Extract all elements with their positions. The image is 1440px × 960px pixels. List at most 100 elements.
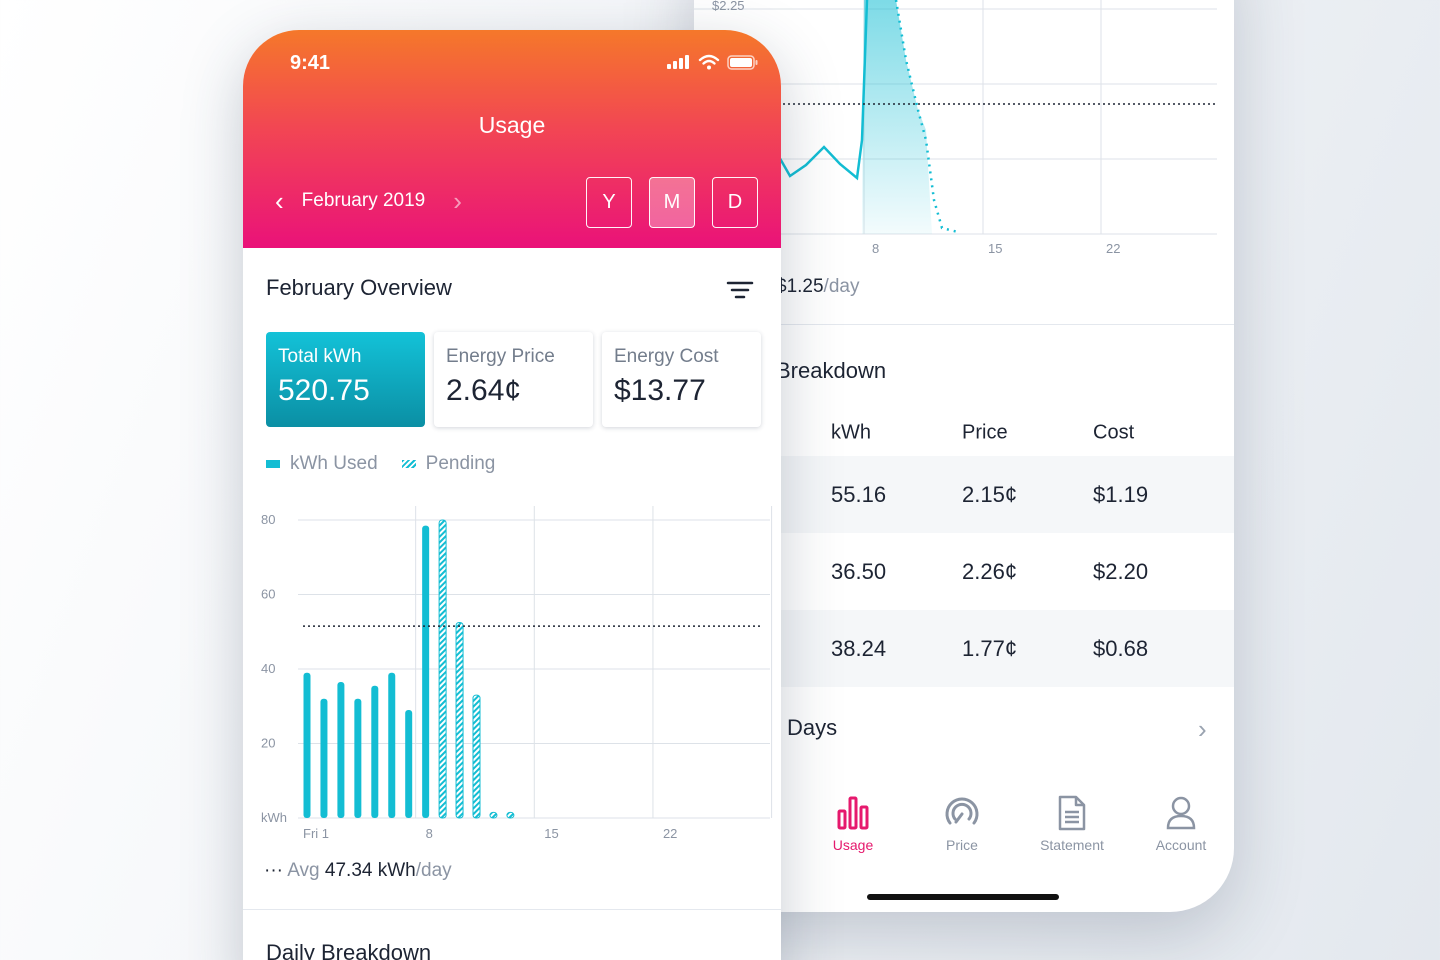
user-icon	[1166, 796, 1196, 830]
cell-kwh: 38.24	[831, 635, 887, 661]
table-row[interactable]: 36.50 2.26¢ $2.20	[694, 533, 1234, 610]
period-button-day[interactable]: D	[712, 177, 758, 228]
nav-statement[interactable]: Statement	[1022, 795, 1122, 853]
all-days-link[interactable]: l Days	[776, 715, 838, 740]
header: 9:41 Usage ‹ Fe	[243, 30, 781, 248]
x-tick-label: Fri 1	[303, 826, 329, 841]
status-time: 9:41	[290, 52, 331, 74]
average-prefix: Avg	[287, 860, 320, 881]
x-tick-label: 22	[1106, 241, 1121, 256]
overview-title: February Overview	[266, 275, 452, 300]
column-header-price: Price	[962, 421, 1008, 444]
nav-label: Statement	[1040, 837, 1104, 853]
bar-pending	[438, 519, 447, 819]
signal-icon	[667, 55, 689, 69]
cell-kwh: 55.16	[831, 481, 887, 507]
stat-value: 2.64¢	[446, 374, 522, 407]
page-title: Usage	[478, 112, 546, 138]
status-bar-icons	[667, 54, 759, 70]
x-tick-label: 15	[544, 826, 558, 841]
gauge-icon	[945, 797, 979, 825]
bar-kwh-used	[388, 672, 396, 818]
usage-average: ··· Avg 47.34 kWh/day	[264, 860, 452, 882]
average-marker-icon: ···	[264, 860, 288, 881]
price-average-value: $1.25	[776, 276, 824, 297]
chevron-right-icon[interactable]: ›	[1198, 714, 1207, 744]
nav-price[interactable]: Price	[912, 795, 1012, 853]
bar-kwh-used	[405, 709, 413, 818]
legend-label-pending: Pending	[425, 453, 496, 474]
x-tick-label: 22	[663, 826, 677, 841]
price-average: $1.25/day	[776, 276, 859, 298]
month-label: February 2019	[301, 190, 426, 211]
price-average-unit: /day	[823, 276, 860, 297]
bar-pending	[489, 811, 498, 819]
table-row[interactable]: 55.16 2.15¢ $1.19	[694, 456, 1234, 533]
battery-icon	[727, 54, 758, 70]
filter-icon[interactable]	[726, 280, 754, 302]
x-tick-label: 15	[988, 241, 1003, 256]
price-area-fill	[862, 0, 932, 234]
table-row[interactable]: 38.24 1.77¢ $0.68	[694, 610, 1234, 687]
chevron-left-icon[interactable]: ‹	[275, 186, 284, 216]
bar-pending	[455, 621, 464, 819]
bar-chart-icon	[837, 796, 869, 830]
period-button-month[interactable]: M	[649, 177, 695, 228]
price-chart: $2.25 8 15 22	[694, 0, 1234, 260]
wifi-icon	[698, 54, 720, 70]
stat-card-energy-cost[interactable]: Energy Cost $13.77	[602, 332, 761, 427]
back-phone-screen: $2.25 8 15 22 $1.25/day Breakdown kWh Pr…	[694, 0, 1234, 912]
divider	[694, 324, 1234, 325]
y-tick-label: kWh	[261, 810, 287, 825]
price-tick-label: $2.25	[712, 0, 745, 13]
usage-chart-svg: 80 60 40 20 kWh Fri 1 8 15 22	[261, 506, 773, 841]
cell-price: 1.77¢	[962, 635, 1018, 661]
chevron-right-icon[interactable]: ›	[453, 186, 462, 216]
stat-card-total-kwh[interactable]: Total kWh 520.75	[266, 332, 425, 427]
usage-chart: 80 60 40 20 kWh Fri 1 8 15 22	[243, 500, 781, 850]
breakdown-title: Breakdown	[776, 358, 887, 383]
home-indicator	[867, 894, 1059, 900]
stat-value: $13.77	[614, 374, 706, 407]
chart-legend: kWh Used Pending	[266, 453, 495, 475]
stat-label: Energy Cost	[614, 346, 719, 367]
bar-kwh-used	[303, 672, 311, 818]
bar-pending	[472, 694, 481, 819]
nav-label: Usage	[832, 837, 874, 853]
cell-price: 2.26¢	[962, 558, 1018, 584]
column-header-cost: Cost	[1093, 421, 1135, 444]
cell-cost: $0.68	[1093, 635, 1149, 661]
period-button-year[interactable]: Y	[586, 177, 632, 228]
average-unit: /day	[415, 860, 452, 881]
y-tick-label: 60	[261, 587, 275, 602]
column-header-kwh: kWh	[831, 421, 871, 444]
y-tick-label: 20	[261, 736, 275, 751]
nav-usage[interactable]: Usage	[803, 795, 903, 853]
bar-kwh-used	[354, 698, 362, 818]
bar-kwh-used	[422, 525, 430, 818]
price-pending-line	[894, 0, 959, 234]
nav-account[interactable]: Account	[1131, 795, 1231, 853]
document-icon	[1058, 795, 1086, 831]
price-line	[776, 0, 869, 181]
price-chart-svg	[694, 0, 1217, 235]
stat-card-energy-price[interactable]: Energy Price 2.64¢	[434, 332, 593, 427]
y-tick-label: 80	[261, 512, 275, 527]
stat-label: Energy Price	[446, 346, 555, 367]
nav-label: Price	[946, 837, 978, 853]
table-header: kWh Price Cost	[694, 410, 1234, 456]
cell-cost: $2.20	[1093, 558, 1149, 584]
daily-breakdown-title: Daily Breakdown	[266, 940, 432, 960]
bar-pending	[506, 811, 515, 819]
y-tick-label: 40	[261, 661, 275, 676]
bar-kwh-used	[371, 685, 379, 818]
nav-label: Account	[1155, 837, 1207, 853]
bottom-nav: Usage Price Stat	[694, 795, 1234, 875]
legend-label-used: kWh Used	[290, 453, 378, 474]
x-tick-label: 8	[872, 241, 880, 256]
bar-kwh-used	[320, 698, 328, 818]
cell-price: 2.15¢	[962, 481, 1018, 507]
cell-kwh: 36.50	[831, 558, 887, 584]
cell-cost: $1.19	[1093, 481, 1149, 507]
divider	[243, 909, 781, 910]
